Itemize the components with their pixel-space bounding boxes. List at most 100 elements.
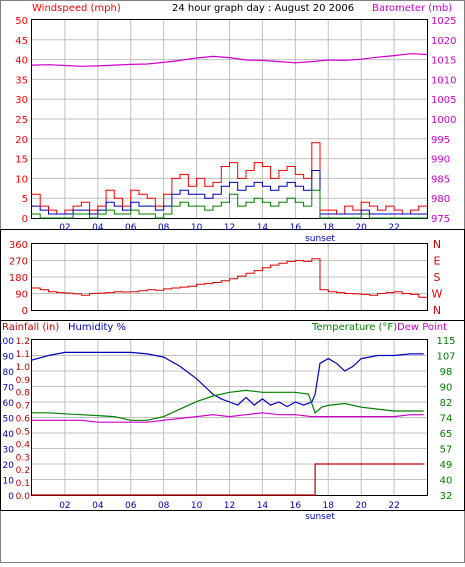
wind-point [385, 205, 387, 207]
wind-point [327, 217, 329, 219]
thermo-x-tick-label: 20 [355, 501, 367, 511]
wind-gust-line [32, 142, 427, 215]
compass-tick-label: E [434, 255, 441, 268]
direction-tick-label: 90 [15, 290, 28, 301]
temperature-tick-label: 40 [440, 476, 453, 487]
wind-point [294, 62, 296, 64]
windspeed-tick-label: 35 [15, 75, 28, 86]
barometer-tick-label: 980 [431, 194, 450, 205]
wind-point [278, 201, 280, 203]
wind-plot-frame [31, 19, 428, 219]
wind-point [377, 56, 379, 58]
temperature-tick-label: 90 [440, 383, 453, 394]
windspeed-tick-label: 30 [15, 95, 28, 106]
wind-point [344, 59, 346, 61]
wind-point [171, 193, 173, 195]
wind-point [377, 217, 379, 219]
wind-point [228, 161, 231, 164]
wind-point [245, 185, 247, 187]
temperature-tick-label: 107 [436, 352, 455, 363]
windspeed-tick-label: 40 [15, 56, 28, 67]
temperature-tick-label: 49 [440, 460, 453, 471]
wind-point [163, 193, 165, 195]
wind-point [47, 209, 50, 211]
wind-point [80, 201, 82, 203]
wind-point [278, 169, 280, 172]
wind-point [319, 217, 321, 219]
wind-point [47, 64, 50, 66]
wind-point [146, 205, 148, 207]
wind-point [130, 189, 132, 191]
wind-point [393, 217, 395, 219]
wind-point [418, 213, 420, 215]
compass-tick-label: W [432, 288, 443, 301]
wind-point [319, 213, 321, 215]
wind-point [179, 189, 181, 191]
wind-point [97, 209, 99, 211]
barometer-tick-label: 1025 [431, 16, 456, 27]
wind-point [220, 185, 222, 187]
rainfall-in--line [32, 463, 424, 496]
wind-point [163, 205, 165, 207]
compass-tick-label: N [433, 304, 441, 317]
wind-point [401, 213, 403, 215]
wind-point [228, 57, 231, 59]
wind-point [121, 205, 124, 207]
wind-point [344, 217, 346, 219]
barometer-tick-label: 1010 [431, 75, 456, 86]
wind-point [401, 217, 403, 219]
rainfall-tick-label: 0.1 [16, 479, 30, 489]
wind-point [385, 217, 387, 219]
wind-point [138, 213, 140, 215]
wind-point [294, 185, 296, 187]
wind-point [97, 213, 99, 215]
temperature-f--line [32, 389, 424, 421]
wind-x-tick-label: 18 [323, 223, 335, 233]
thermo-x-tick-label: 04 [92, 501, 104, 511]
wind-sunset-marker: sunset [305, 234, 335, 244]
wind-point [195, 193, 198, 195]
wind-point [418, 217, 420, 219]
rainfall-tick-label: 0.4 [16, 440, 31, 450]
windspeed-tick-label: 50 [15, 16, 28, 27]
direction-tick-label: 0 [22, 306, 28, 317]
compass-tick-label: N [433, 238, 441, 251]
wind-x-tick-label: 14 [257, 223, 269, 233]
wind-point [179, 173, 181, 176]
wind-point [80, 213, 82, 215]
wind-x-tick-label: 12 [224, 223, 235, 233]
humidity-tick-label: 30 [3, 446, 15, 456]
wind-point [409, 209, 412, 211]
thermo-sunset-marker: sunset [305, 512, 335, 522]
barometer-tick-label: 985 [431, 174, 450, 185]
rainfall-tick-label: 0.6 [16, 415, 31, 425]
wind-point [286, 181, 288, 183]
barometer-tick-label: 1015 [431, 56, 456, 67]
wind-point [179, 201, 181, 203]
wind-point [97, 65, 99, 67]
rainfall-tick-label: 1.2 [16, 337, 30, 347]
wind-point [377, 209, 379, 211]
wind-point [212, 181, 214, 183]
wind-point [187, 185, 189, 187]
wind-point [121, 209, 124, 211]
wind-point [212, 193, 214, 195]
wind-point [64, 213, 66, 215]
wind-point [56, 217, 58, 219]
temperature-tick-label: 98 [440, 367, 453, 378]
wind-point [368, 217, 370, 219]
direction-tick-label: 180 [9, 273, 28, 284]
wind-point [195, 205, 198, 207]
windspeed-tick-label: 5 [22, 194, 28, 205]
wind-point [237, 177, 239, 179]
wind-point [360, 58, 362, 60]
wind-point [204, 197, 206, 199]
wind-point [171, 177, 173, 179]
wind-point [113, 213, 115, 215]
wind-point [146, 197, 148, 199]
thermo-x-tick-label: 08 [158, 501, 170, 511]
barometer-axis-label: Barometer (mb) [372, 3, 452, 14]
wind-point [311, 189, 313, 191]
temperature-tick-label: 82 [440, 398, 453, 409]
